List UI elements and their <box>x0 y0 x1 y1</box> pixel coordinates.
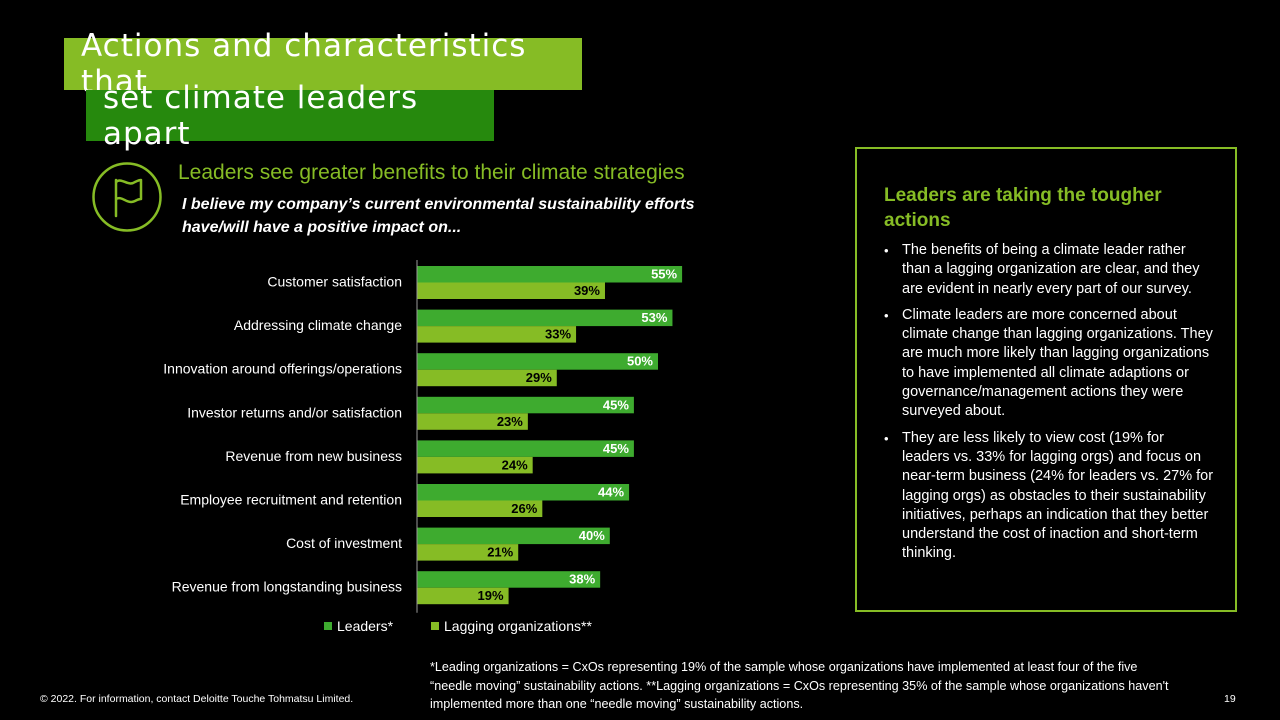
legend-swatch-leaders <box>324 622 332 630</box>
bar-lagging <box>417 369 557 387</box>
bar-lagging <box>417 456 533 474</box>
sidebar-bullet: They are less likely to view cost (19% f… <box>884 429 1214 564</box>
footnote: *Leading organizations = CxOs representi… <box>430 660 1169 711</box>
bar-leaders <box>417 396 634 414</box>
bar-lagging <box>417 282 605 299</box>
data-label: 24% <box>502 457 528 472</box>
legend-label-leaders: Leaders* <box>337 618 394 634</box>
bar-leaders <box>417 571 601 588</box>
bar-lagging <box>417 326 577 343</box>
sidebar-bullet-list: The benefits of being a climate leader r… <box>884 241 1214 571</box>
bar-leaders <box>417 527 610 545</box>
bar-leaders <box>417 309 673 327</box>
data-label: 45% <box>603 397 629 412</box>
category-label: Investor returns and/or satisfaction <box>187 404 402 420</box>
legend-label-lagging: Lagging organizations** <box>444 618 592 634</box>
category-label: Addressing climate change <box>234 317 402 333</box>
sidebar-bullet: Climate leaders are more concerned about… <box>884 306 1214 422</box>
data-label: 23% <box>497 414 523 429</box>
data-label: 38% <box>569 572 595 587</box>
title-line-1: Actions and characteristics that <box>64 28 582 100</box>
category-label: Innovation around offerings/operations <box>163 361 402 377</box>
bar-lagging <box>417 500 543 517</box>
chart-subtitle: Leaders see greater benefits to their cl… <box>178 161 685 184</box>
sidebar-panel: Leaders are taking the tougher actions T… <box>855 147 1237 612</box>
data-label: 53% <box>641 310 667 325</box>
title-line-1-text: Actions and characteristics that <box>81 28 527 100</box>
data-label: 40% <box>579 528 605 543</box>
data-label: 26% <box>511 501 537 516</box>
bar-lagging <box>417 544 519 561</box>
bar-leaders <box>417 266 683 283</box>
bar-leaders <box>417 353 658 370</box>
page-number: 19 <box>1224 693 1236 705</box>
title-line-2: set climate leaders apart <box>86 80 494 152</box>
data-label: 29% <box>526 370 552 385</box>
category-label: Revenue from longstanding business <box>172 579 402 595</box>
category-label: Customer satisfaction <box>267 274 402 290</box>
copyright: © 2022. For information, contact Deloitt… <box>40 693 354 705</box>
data-label: 50% <box>627 354 653 369</box>
sidebar-bullet: The benefits of being a climate leader r… <box>884 241 1214 299</box>
legend-item-leaders: Leaders* <box>324 618 393 634</box>
data-label: 21% <box>487 545 513 560</box>
legend-item-lagging: Lagging organizations** <box>431 618 592 634</box>
legend-swatch-lagging <box>431 622 439 630</box>
data-label: 55% <box>651 267 677 282</box>
data-label: 19% <box>478 588 504 603</box>
data-label: 44% <box>598 485 624 500</box>
category-label: Cost of investment <box>286 535 402 551</box>
bar-leaders <box>417 484 630 501</box>
data-label: 45% <box>603 441 629 456</box>
title-line-2-text: set climate leaders apart <box>103 79 419 152</box>
data-label: 39% <box>574 283 600 298</box>
bar-leaders <box>417 440 634 457</box>
category-label: Employee recruitment and retention <box>180 492 402 508</box>
survey-question: I believe my company’s current environme… <box>182 196 695 236</box>
flag-icon <box>92 162 162 232</box>
sidebar-heading: Leaders are taking the tougher actions <box>884 185 1162 231</box>
bar-lagging <box>417 587 509 605</box>
data-label: 33% <box>545 327 571 342</box>
category-label: Revenue from new business <box>225 448 402 464</box>
bar-lagging <box>417 413 528 430</box>
